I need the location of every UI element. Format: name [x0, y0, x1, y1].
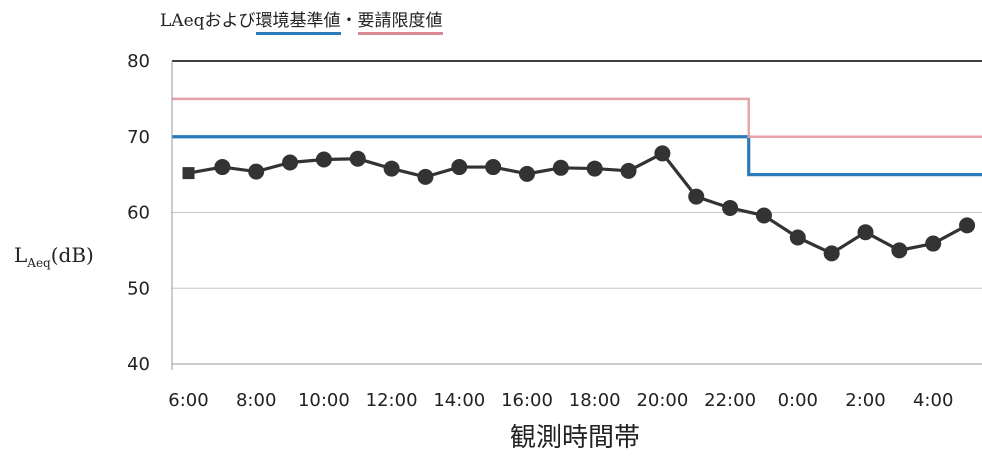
data-point [315, 151, 332, 168]
data-point [891, 242, 908, 259]
data-point-square [182, 167, 195, 180]
laeq-line [188, 151, 968, 256]
axis-titles: 観測時間帯 LAeq(dB) [14, 243, 640, 453]
legend-request-limit: 要請限度値 [357, 11, 443, 35]
data-point [688, 188, 705, 205]
data-point [485, 159, 502, 176]
reference-lines [172, 97, 982, 177]
data-point [654, 145, 671, 162]
data-point [959, 217, 976, 234]
x-tick-label: 8:00 [236, 390, 276, 411]
x-tick-label: 20:00 [636, 390, 688, 411]
y-tick-label: 50 [127, 278, 150, 299]
y-tick-label: 40 [127, 354, 150, 375]
data-point [519, 165, 535, 182]
data-point [248, 163, 265, 180]
x-axis-title: 観測時間帯 [510, 423, 640, 453]
y-axis-title: LAeq(dB) [14, 243, 94, 270]
legend-prefix: LAeqおよび [160, 11, 256, 31]
x-tick-label: 18:00 [569, 390, 621, 411]
x-tick-label: 2:00 [845, 390, 885, 411]
y-tick-label: 60 [127, 203, 150, 224]
data-point [383, 160, 400, 177]
data-point [722, 199, 739, 216]
legend-title: LAeqおよび環境基準値・要請限度値 [160, 6, 443, 35]
x-tick-label: 22:00 [704, 390, 756, 411]
x-tick-label: 4:00 [913, 390, 953, 411]
data-point [417, 168, 434, 185]
data-point [214, 159, 231, 176]
data-point [857, 224, 874, 241]
request-limit-line [172, 97, 982, 138]
legend-separator: ・ [340, 11, 358, 31]
tick-labels: 40 50 60 70 80 6:00 8:00 10:00 12:00 14:00 16:00 18… [127, 51, 953, 411]
data-point [823, 245, 840, 262]
data-point [586, 160, 603, 177]
grid-lines [172, 60, 982, 365]
data-point [451, 159, 468, 176]
data-point [755, 207, 772, 224]
data-point [282, 154, 299, 171]
x-tick-label: 16:00 [501, 390, 553, 411]
y-tick-label: 70 [127, 127, 150, 148]
x-tick-label: 0:00 [778, 390, 818, 411]
data-point [552, 159, 569, 176]
x-tick-label: 6:00 [168, 390, 208, 411]
data-point [349, 150, 366, 167]
data-point [620, 162, 637, 179]
y-tick-label: 80 [127, 51, 150, 72]
legend-env-standard: 環境基準値 [255, 11, 341, 35]
data-point [925, 235, 942, 252]
x-tick-label: 14:00 [433, 390, 485, 411]
x-tick-label: 10:00 [298, 390, 350, 411]
axes [171, 61, 982, 370]
data-series [182, 145, 976, 262]
environmental-standard-line [172, 135, 982, 177]
data-point [789, 229, 806, 246]
x-tick-label: 12:00 [366, 390, 418, 411]
